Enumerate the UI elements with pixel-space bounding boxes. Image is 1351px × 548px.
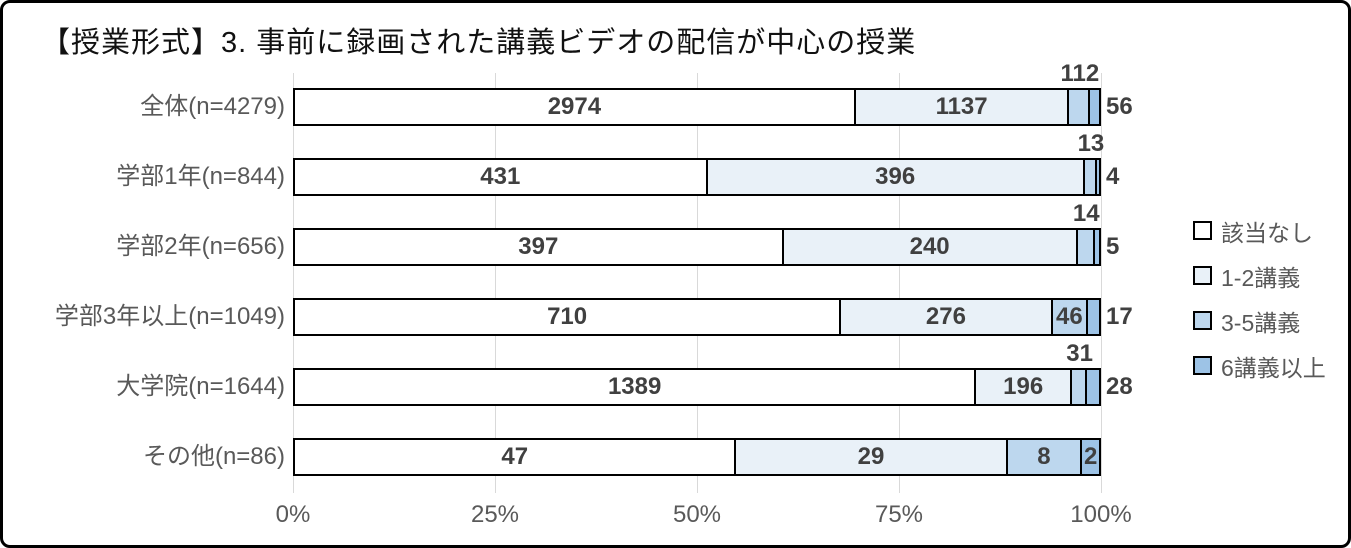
gridline-50% <box>697 73 698 493</box>
value-label-right: 17 <box>1106 303 1133 330</box>
legend-item-6講義以上: 6講義以上 <box>1193 343 1326 388</box>
value-label: 1389 <box>607 373 662 400</box>
legend-item-3-5講義: 3-5講義 <box>1193 298 1326 343</box>
bar-segment-1-2講義: 29 <box>734 440 1006 474</box>
bar-segment-6講義以上: 2 <box>1080 440 1099 474</box>
legend-label: 1-2講義 <box>1221 264 1301 291</box>
value-label: 1137 <box>935 93 988 120</box>
value-label-above: 31 <box>1066 340 1093 367</box>
bar-segment-該当なし: 431 <box>295 160 706 194</box>
stacked-bar-1: 2974 1137 <box>293 88 1101 126</box>
bar-segment-3-5講義 <box>1075 230 1093 264</box>
x-axis-tick-label: 75% <box>874 501 924 528</box>
legend-label: 該当なし <box>1221 219 1313 246</box>
value-label: 431 <box>480 163 521 190</box>
bar-segment-該当なし: 2974 <box>295 90 854 124</box>
bar-segment-1-2講義: 240 <box>781 230 1076 264</box>
legend-label: 3-5講義 <box>1221 309 1301 336</box>
gridline-25% <box>495 73 496 493</box>
bar-segment-3-5講義: 46 <box>1050 300 1086 334</box>
bar-segment-1-2講義: 396 <box>705 160 1083 194</box>
bar-segment-3-5講義: 8 <box>1005 440 1081 474</box>
stacked-bar-6: 47 29 8 2 <box>293 438 1101 476</box>
value-label: 196 <box>1003 373 1044 400</box>
category-label: 学部1年(n=844) <box>116 163 285 190</box>
value-label-above: 14 <box>1072 200 1100 227</box>
category-label: 大学院(n=1644) <box>116 373 285 400</box>
value-label: 710 <box>547 303 588 330</box>
legend: 該当なし 1-2講義 3-5講義 6講義以上 <box>1193 208 1326 388</box>
category-label: その他(n=86) <box>142 443 285 470</box>
value-label-right: 5 <box>1106 233 1120 260</box>
value-label: 8 <box>1037 443 1051 470</box>
plot-area <box>293 73 1102 493</box>
value-label: 240 <box>909 233 950 260</box>
legend-swatch-icon <box>1193 221 1212 240</box>
stacked-bar-2: 431 396 <box>293 158 1101 196</box>
x-axis-tick-label: 0% <box>275 501 311 528</box>
stacked-bar-5: 1389 196 <box>293 368 1101 406</box>
x-axis-tick-label: 100% <box>1070 501 1132 528</box>
x-axis-tick-label: 25% <box>470 501 520 528</box>
value-label-right: 56 <box>1106 93 1133 120</box>
value-label-above: 13 <box>1077 130 1105 157</box>
stacked-bar-4: 710 276 46 <box>293 298 1101 336</box>
bar-segment-6講義以上 <box>1092 230 1099 264</box>
value-label: 2974 <box>547 93 602 120</box>
category-label: 学部2年(n=656) <box>116 233 285 260</box>
bar-segment-6講義以上 <box>1085 300 1099 334</box>
bar-segment-1-2講義: 276 <box>839 300 1051 334</box>
legend-item-該当なし: 該当なし <box>1193 208 1326 253</box>
bar-segment-6講義以上 <box>1095 160 1099 194</box>
bar-segment-3-5講義 <box>1067 90 1089 124</box>
x-axis-tick-label: 50% <box>672 501 722 528</box>
gridline-75% <box>899 73 900 493</box>
legend-label: 6講義以上 <box>1221 354 1326 381</box>
value-label: 396 <box>875 163 916 190</box>
legend-item-1-2講義: 1-2講義 <box>1193 253 1326 298</box>
value-label-right: 28 <box>1106 373 1133 400</box>
legend-swatch-icon <box>1193 311 1212 330</box>
bar-segment-1-2講義: 1137 <box>853 90 1068 124</box>
value-label-right: 4 <box>1106 163 1120 190</box>
stacked-bar-3: 397 240 <box>293 228 1101 266</box>
category-label: 全体(n=4279) <box>140 93 285 120</box>
legend-swatch-icon <box>1193 266 1212 285</box>
chart-title: 【授業形式】3. 事前に録画された講義ビデオの配信が中心の授業 <box>41 27 917 59</box>
value-label: 46 <box>1055 303 1083 330</box>
bar-segment-該当なし: 397 <box>295 230 782 264</box>
bar-segment-3-5講義 <box>1082 160 1096 194</box>
bar-segment-1-2講義: 196 <box>974 370 1071 404</box>
value-label-above: 112 <box>1060 60 1100 87</box>
value-label: 397 <box>518 233 559 260</box>
bar-segment-該当なし: 47 <box>295 440 735 474</box>
bar-segment-該当なし: 1389 <box>295 370 975 404</box>
bar-segment-6講義以上 <box>1085 370 1099 404</box>
bar-segment-該当なし: 710 <box>295 300 840 334</box>
value-label: 29 <box>857 443 885 470</box>
gridline-0% <box>293 73 294 493</box>
bar-segment-3-5講義 <box>1070 370 1086 404</box>
gridline-100% <box>1101 73 1102 493</box>
value-label: 276 <box>925 303 966 330</box>
value-label: 47 <box>501 443 529 470</box>
legend-swatch-icon <box>1193 356 1212 375</box>
category-label: 学部3年以上(n=1049) <box>54 303 285 330</box>
value-label: 2 <box>1083 443 1098 470</box>
bar-segment-6講義以上 <box>1088 90 1099 124</box>
